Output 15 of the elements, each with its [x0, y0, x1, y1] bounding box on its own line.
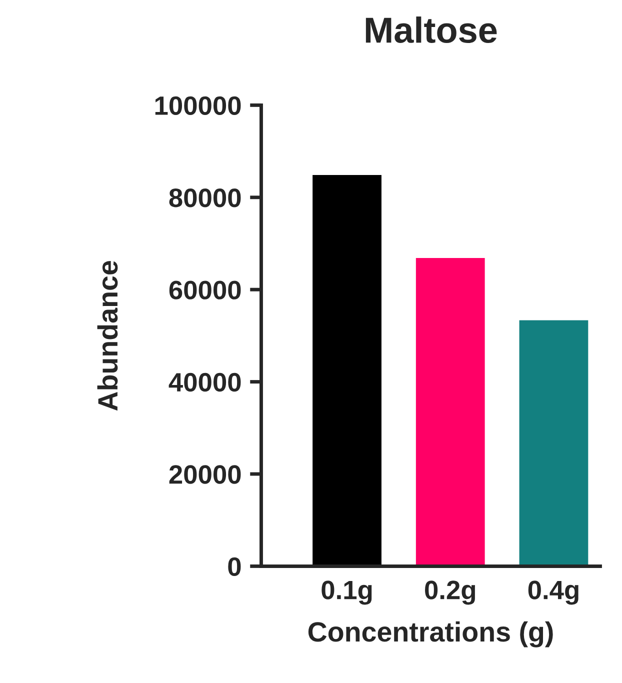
y-tick-label: 0 — [228, 557, 241, 576]
bar — [414, 256, 486, 566]
bar — [311, 174, 383, 566]
y-tick-label: 40000 — [168, 372, 241, 392]
x-tick-label: 0.1g — [322, 580, 372, 605]
chart-title: Maltose — [366, 16, 497, 44]
x-axis-title: Concentrations (g) — [308, 621, 553, 648]
x-tick-label: 0.4g — [528, 580, 578, 605]
x-tick-label: 0.2g — [425, 580, 476, 605]
y-tick-label: 100000 — [155, 96, 241, 116]
y-tick-label: 20000 — [169, 465, 241, 484]
bar — [518, 318, 590, 566]
y-tick-label: 60000 — [169, 280, 241, 300]
y-tick-label: 80000 — [169, 188, 241, 208]
y-axis-title: Abundance — [97, 261, 118, 411]
